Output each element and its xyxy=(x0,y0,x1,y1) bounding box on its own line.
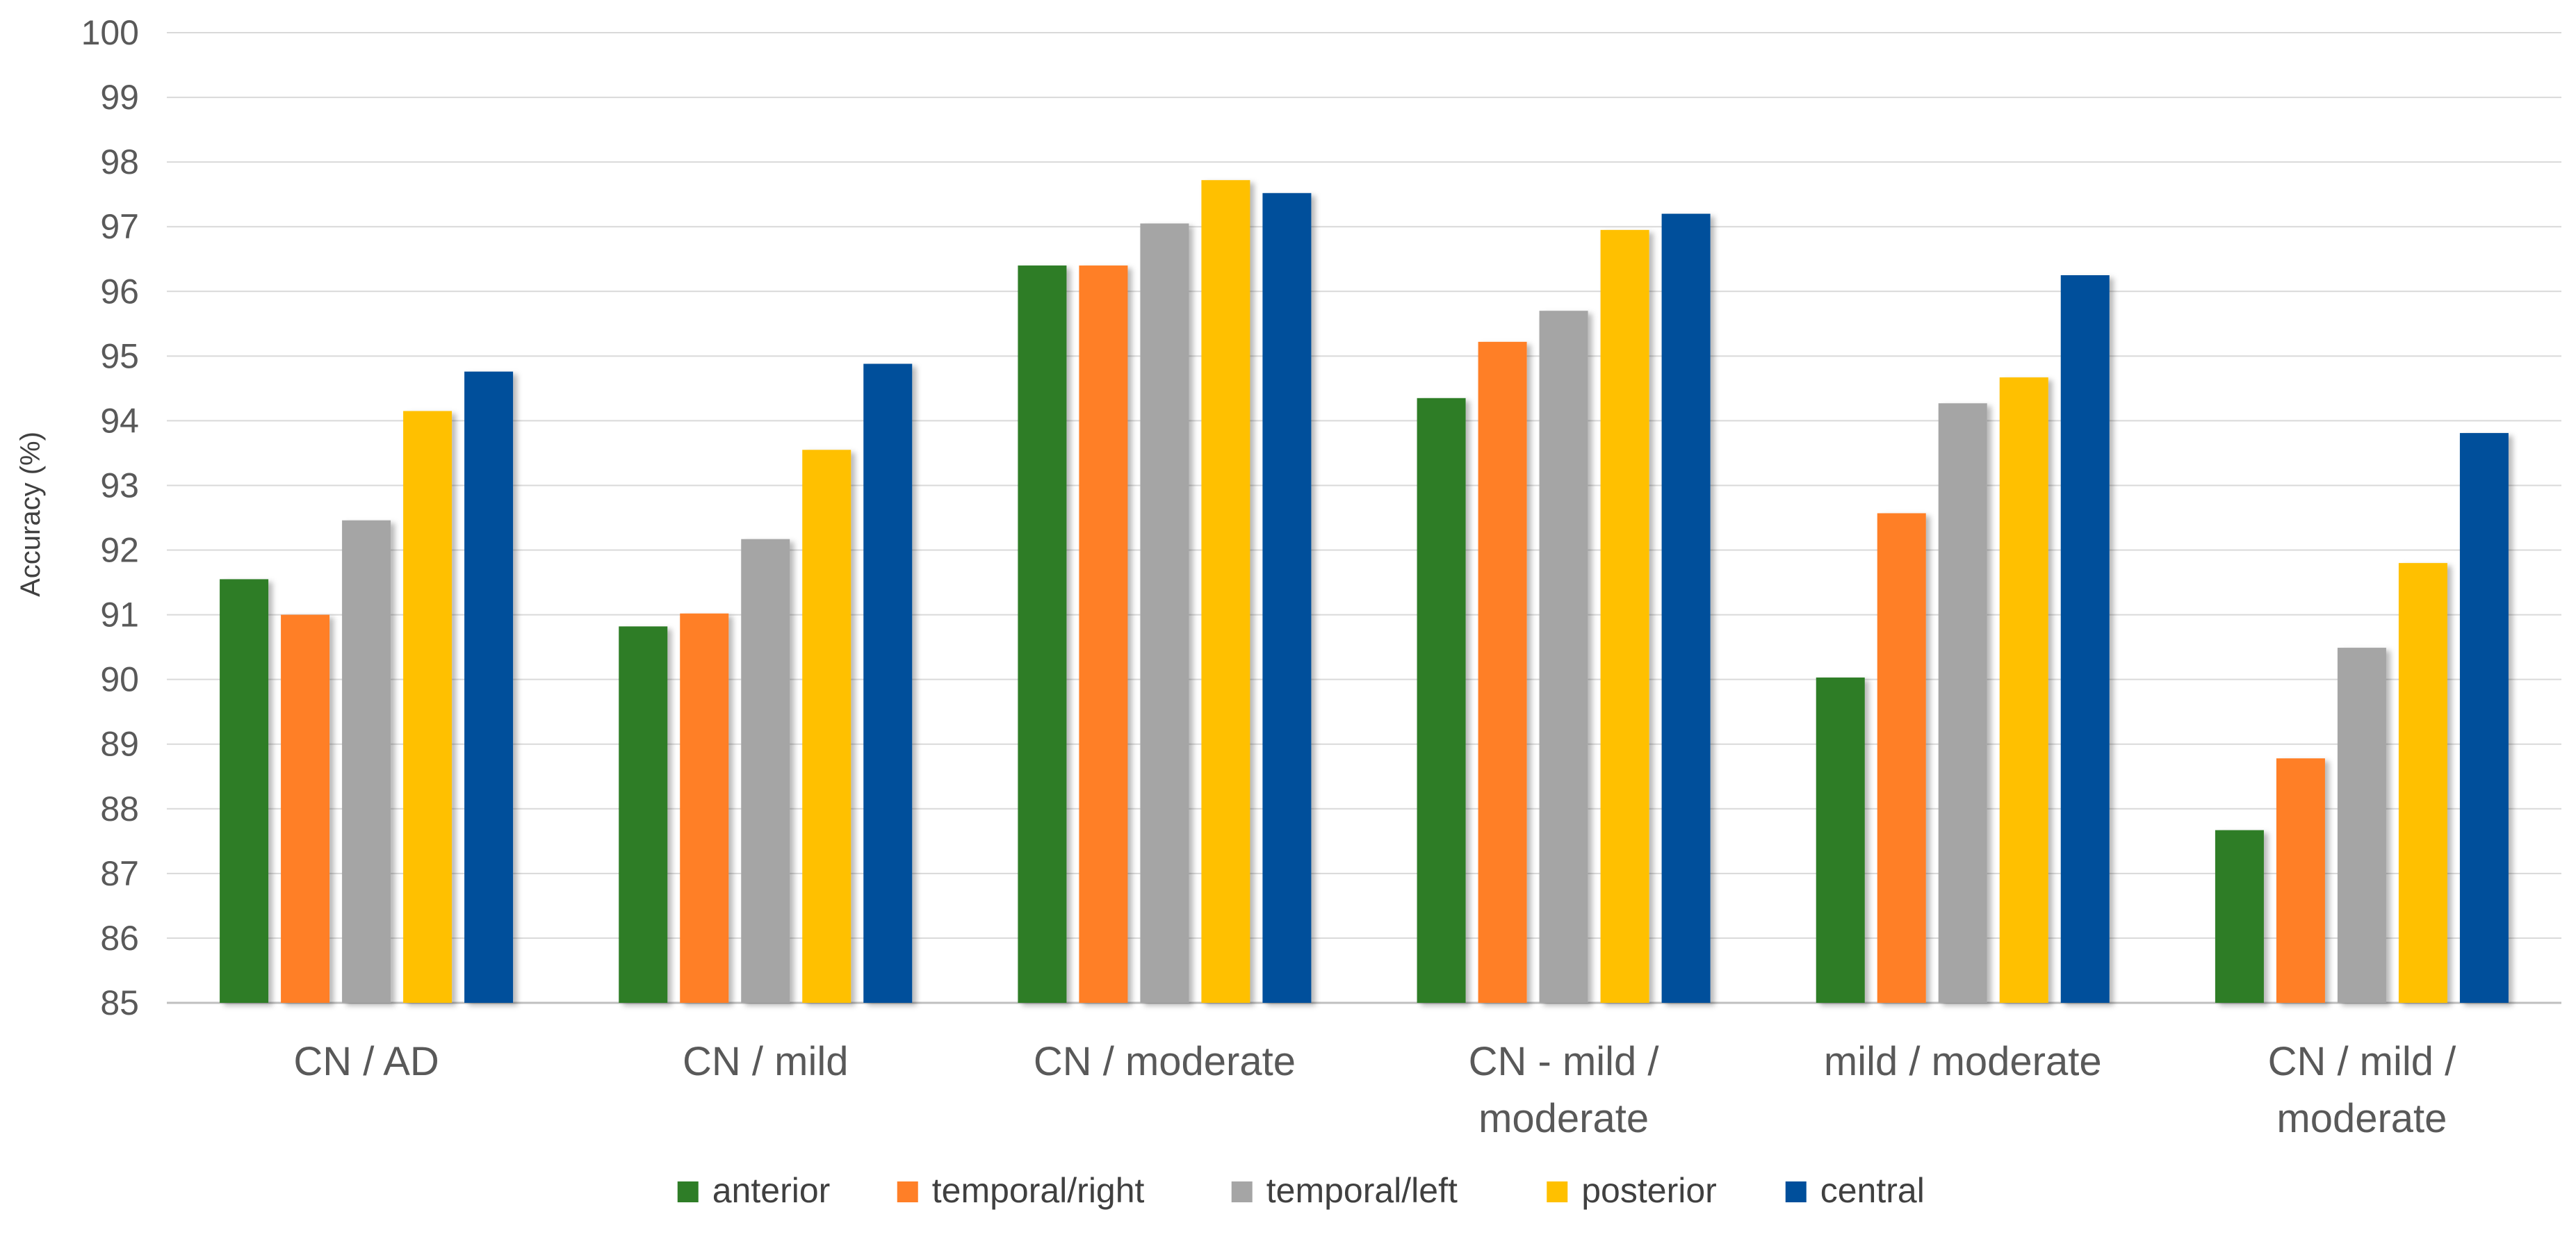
bar-temporal-right xyxy=(2276,758,2325,1003)
bar-anterior xyxy=(1018,265,1067,1003)
y-tick-label: 88 xyxy=(100,789,139,828)
bar-posterior xyxy=(2398,563,2447,1003)
bar-temporal-right xyxy=(1877,513,1926,1003)
legend-swatch xyxy=(1785,1181,1807,1202)
legend-item: temporal/left xyxy=(1231,1171,1458,1210)
bar-anterior xyxy=(2215,830,2264,1003)
legend-label: temporal/left xyxy=(1266,1171,1458,1210)
y-tick-label: 86 xyxy=(100,919,139,958)
bar-posterior xyxy=(1600,229,1649,1004)
bar-temporal-left xyxy=(1938,403,1987,1003)
y-tick-label: 93 xyxy=(100,466,139,505)
bar-central xyxy=(2060,275,2110,1003)
bar-temporal-left xyxy=(741,539,790,1003)
y-tick-label: 89 xyxy=(100,725,139,764)
x-tick-label: CN - mild / moderate xyxy=(1469,1039,1660,1141)
bar-temporal-right xyxy=(1079,265,1128,1003)
legend-swatch xyxy=(1231,1181,1253,1202)
bar-central xyxy=(1661,213,1711,1003)
y-tick-label: 87 xyxy=(100,854,139,893)
legend-swatch xyxy=(677,1181,699,1202)
bar-anterior xyxy=(1816,677,1865,1003)
legend-item: posterior xyxy=(1547,1171,1717,1210)
x-tick-label: CN / mild / moderate xyxy=(2268,1039,2457,1141)
y-axis-label: Accuracy (%) xyxy=(15,432,46,597)
bar-posterior xyxy=(1201,180,1250,1003)
y-tick-label: 91 xyxy=(100,596,139,635)
bar-temporal-left xyxy=(2337,648,2386,1003)
bar-posterior xyxy=(403,411,453,1003)
bar-central xyxy=(464,371,514,1003)
bar-temporal-right xyxy=(680,613,729,1003)
legend-label: anterior xyxy=(712,1171,831,1210)
y-tick-label: 98 xyxy=(100,142,139,181)
y-tick-label: 96 xyxy=(100,272,139,311)
legend-swatch xyxy=(897,1181,918,1202)
y-tick-label: 97 xyxy=(100,207,139,246)
legend-label: posterior xyxy=(1581,1171,1717,1210)
y-tick-label: 95 xyxy=(100,336,139,375)
bar-central xyxy=(1262,193,1312,1004)
x-tick-label: CN / AD xyxy=(293,1039,439,1084)
bar-anterior xyxy=(1417,398,1466,1003)
bar-temporal-left xyxy=(1140,223,1189,1004)
bar-central xyxy=(2459,433,2509,1003)
y-tick-label: 90 xyxy=(100,660,139,699)
y-tick-label: 99 xyxy=(100,78,139,117)
bar-temporal-right xyxy=(281,614,330,1003)
y-tick-label: 92 xyxy=(100,531,139,570)
x-tick-label: CN / moderate xyxy=(1034,1039,1296,1084)
y-tick-label: 100 xyxy=(81,13,139,52)
bar-temporal-left xyxy=(1539,311,1588,1004)
legend-swatch xyxy=(1547,1181,1568,1202)
legend-label: central xyxy=(1820,1171,1925,1210)
bar-central xyxy=(863,363,913,1003)
bar-anterior xyxy=(619,626,668,1003)
bar-temporal-left xyxy=(342,520,391,1003)
bar-posterior xyxy=(802,450,851,1003)
legend-item: central xyxy=(1785,1171,1925,1210)
legend-label: temporal/right xyxy=(932,1171,1145,1210)
y-tick-label: 94 xyxy=(100,401,139,440)
legend-item: temporal/right xyxy=(897,1171,1145,1210)
x-tick-label: CN / mild xyxy=(683,1039,848,1084)
bar-anterior xyxy=(220,579,269,1003)
x-tick-label: mild / moderate xyxy=(1824,1039,2102,1084)
bar-temporal-right xyxy=(1478,341,1527,1004)
legend-item: anterior xyxy=(677,1171,831,1210)
bar-posterior xyxy=(1999,377,2048,1003)
y-tick-label: 85 xyxy=(100,983,139,1022)
